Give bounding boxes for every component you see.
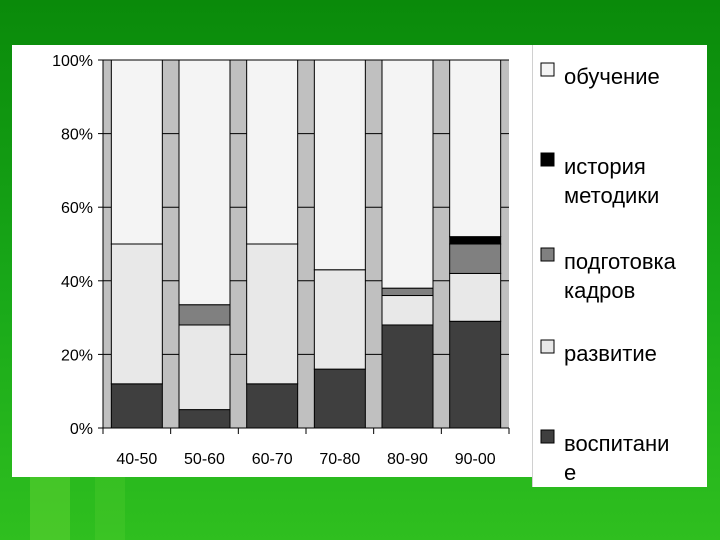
legend-swatch (540, 429, 555, 444)
legend-label: развитие (564, 341, 657, 366)
axes: 0% 20% 40% 60% 80% 100% 40-50 50-60 60-70 70-80 80… (52, 53, 510, 468)
bar-segment (381, 59, 434, 289)
x-tick-label: 80-90 (387, 451, 428, 468)
legend-swatch (540, 247, 555, 262)
bar-segment (178, 59, 231, 306)
bar-segment (313, 269, 366, 370)
bar-segment (246, 59, 299, 245)
y-tick-label: 60% (61, 200, 93, 217)
plot-area (103, 59, 509, 428)
legend-label: подготовка (564, 249, 677, 274)
bar-segment (313, 59, 366, 271)
x-tick-label: 50-60 (184, 451, 225, 468)
y-tick-label: 100% (52, 53, 93, 70)
bars (110, 59, 502, 429)
bar-segment (110, 383, 163, 429)
bar-segment (381, 287, 434, 297)
x-tick-label: 40-50 (116, 451, 157, 468)
bar-segment (110, 59, 163, 245)
bar-segment (449, 320, 502, 429)
x-tick-label: 70-80 (319, 451, 360, 468)
bar-segment (449, 272, 502, 322)
legend-panel (532, 45, 707, 487)
bar-segment (381, 324, 434, 429)
bar-segment (246, 383, 299, 429)
bar-segment (178, 304, 231, 326)
legend-swatch (540, 152, 555, 167)
bar-segment (110, 243, 163, 385)
y-tick-label: 40% (61, 274, 93, 291)
bar-segment (178, 324, 231, 411)
legend-label: методики (564, 183, 659, 208)
bar-segment (313, 368, 366, 429)
bar-segment (449, 236, 502, 245)
legend-label: е (564, 460, 576, 485)
y-tick-label: 0% (70, 421, 93, 438)
legend-label: кадров (564, 278, 635, 303)
bar-segment (246, 243, 299, 385)
bar-segment (449, 59, 502, 238)
x-tick-label: 90-00 (455, 451, 496, 468)
legend-swatch (540, 62, 555, 77)
bar-segment (381, 295, 434, 326)
bar-segment (449, 243, 502, 274)
legend-label: история (564, 154, 646, 179)
legend-swatch (540, 339, 555, 354)
x-tick-label: 60-70 (252, 451, 293, 468)
plot-background (103, 60, 509, 428)
legend: обучение история методики подготовка кадров р… (540, 62, 677, 485)
y-tick-label: 20% (61, 347, 93, 364)
legend-label: воспитани (564, 431, 669, 456)
bar-segment (178, 409, 231, 429)
y-tick-label: 80% (61, 127, 93, 144)
legend-label: обучение (564, 64, 660, 89)
